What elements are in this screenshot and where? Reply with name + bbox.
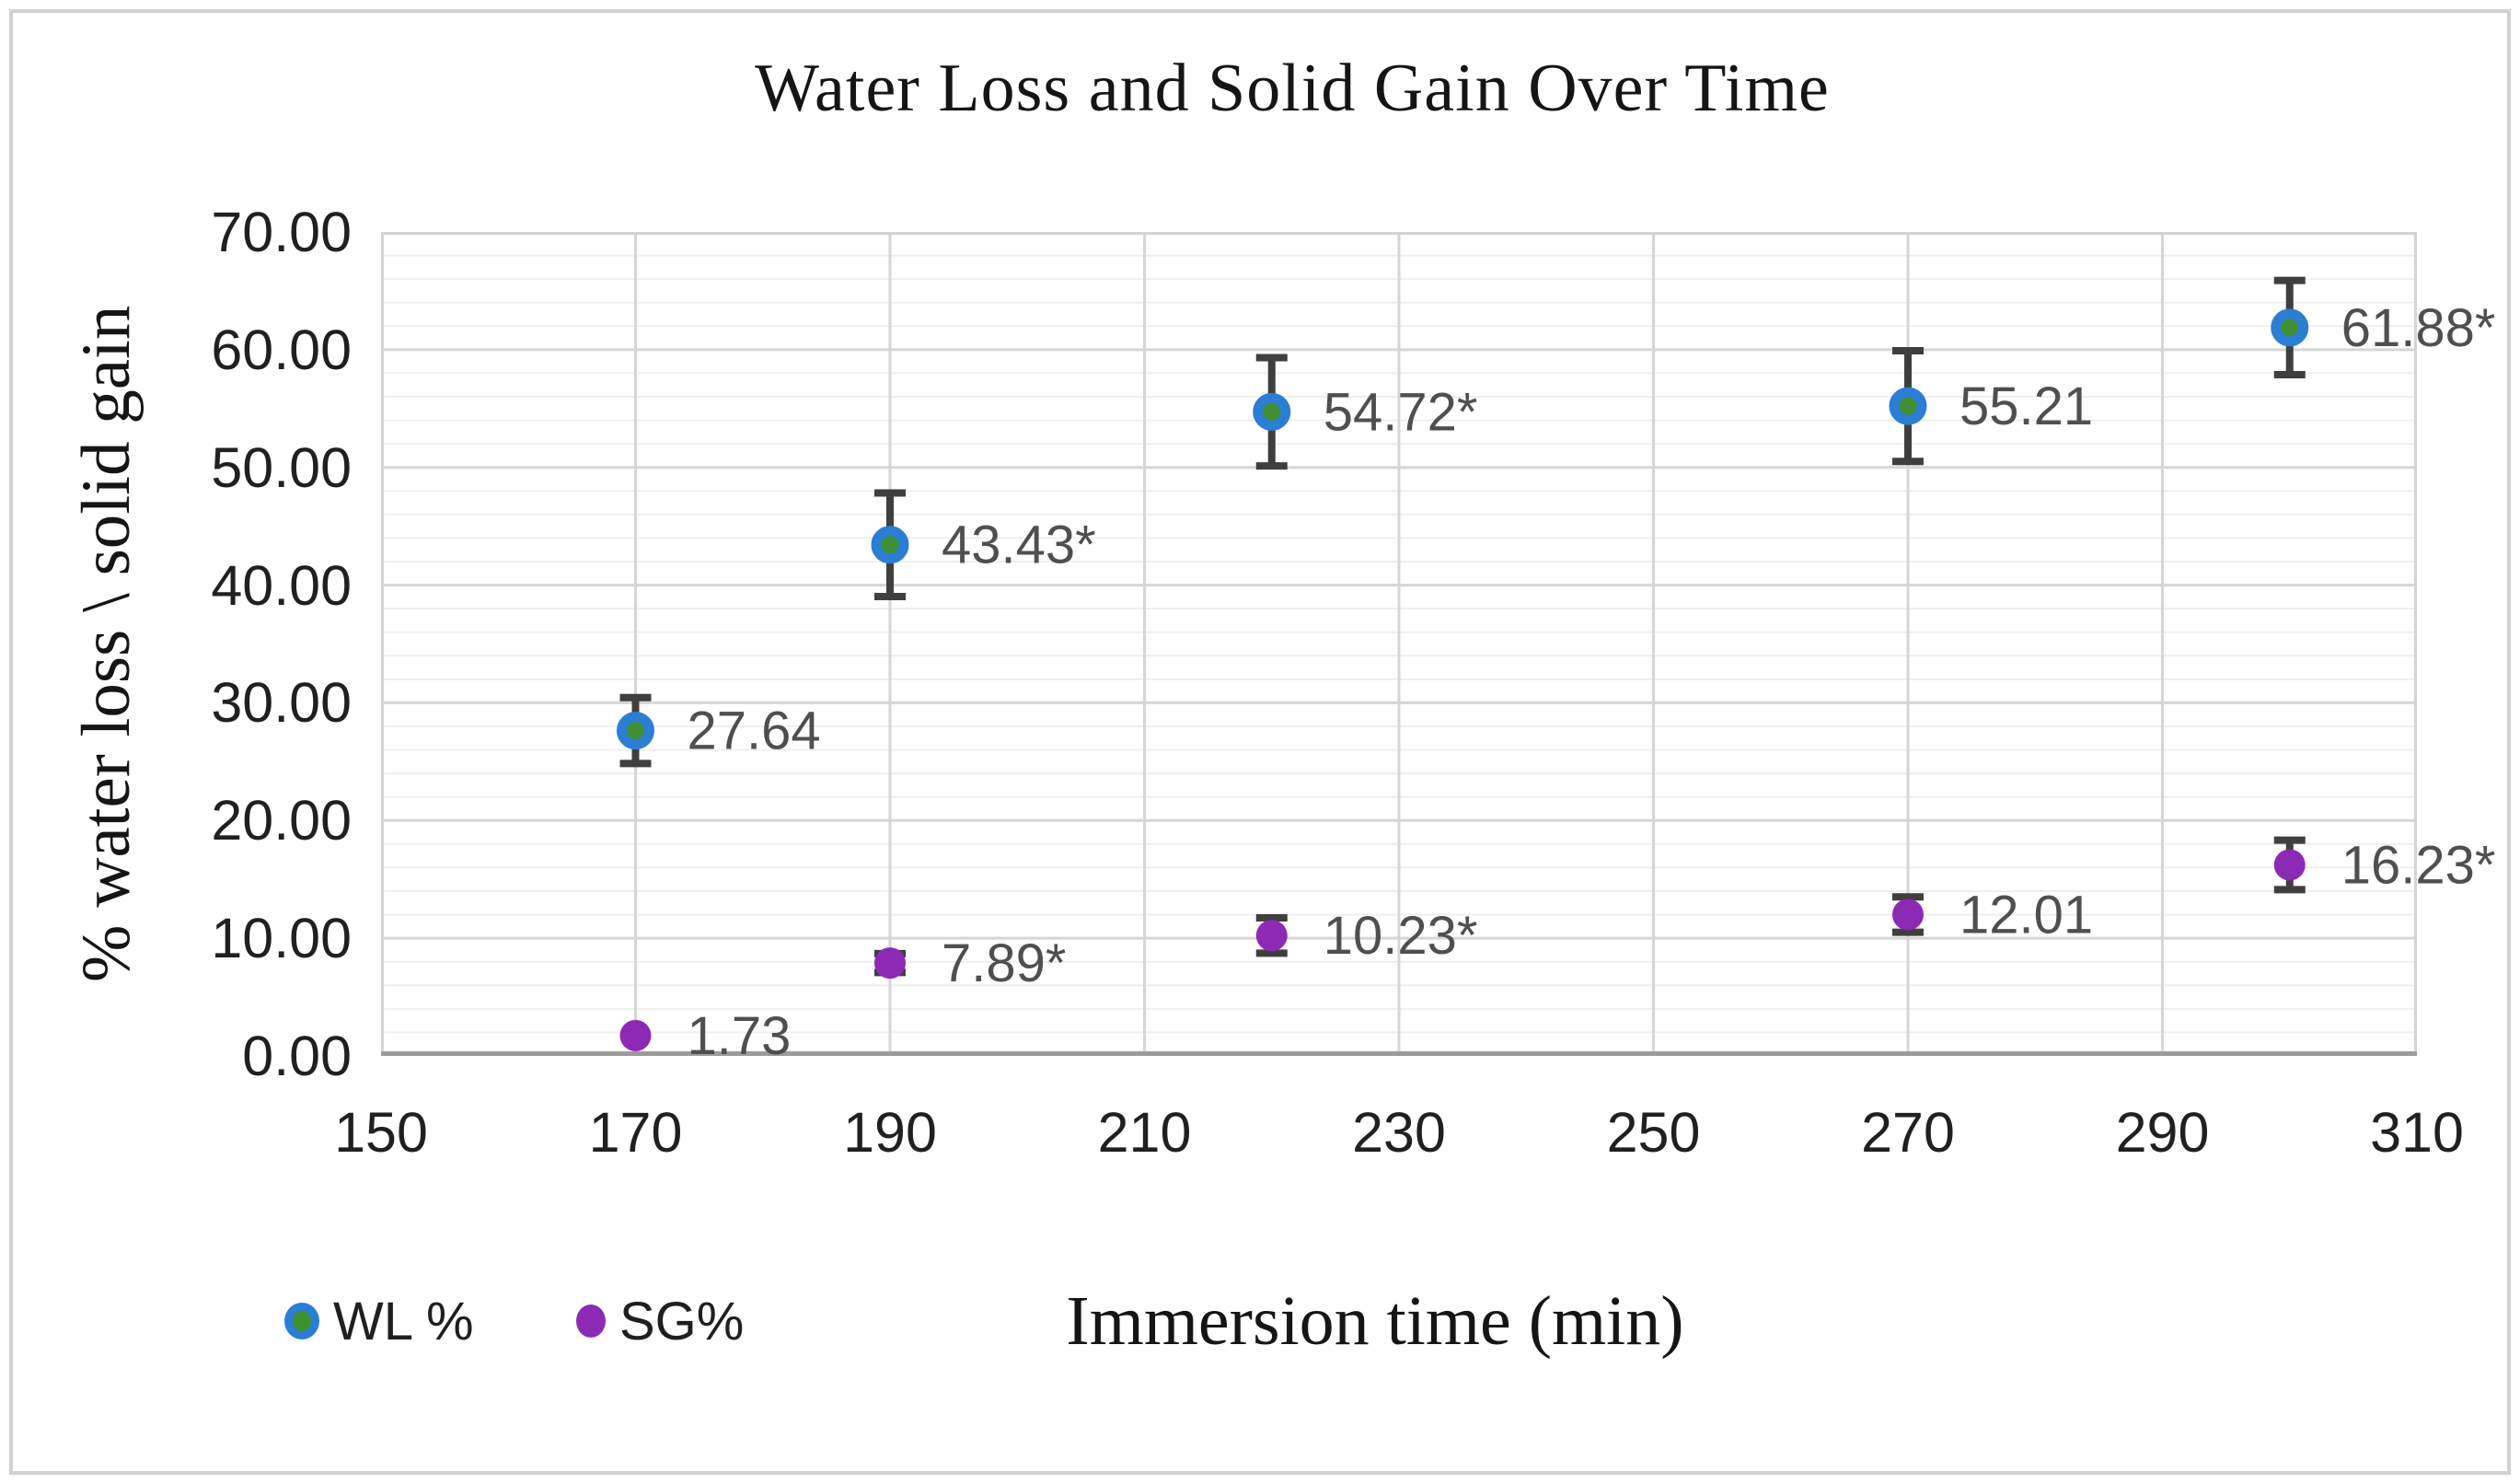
x-tick-label: 230 (1352, 1101, 1446, 1164)
legend-label: WL % (333, 1291, 474, 1351)
x-tick-label: 270 (1861, 1101, 1955, 1164)
y-tick-label: 40.00 (211, 553, 352, 617)
y-tick-label: 10.00 (211, 907, 352, 970)
chart-outer-frame: Water Loss and Solid Gain Over Time % wa… (9, 9, 2511, 1475)
x-tick-label: 190 (843, 1101, 937, 1164)
data-label: 43.43* (942, 516, 1096, 575)
sg-marker (2273, 849, 2306, 881)
data-label: 12.01 (1959, 885, 2093, 945)
sg-marker (874, 947, 906, 980)
x-tick-label: 150 (334, 1101, 428, 1164)
sg-legend-marker-icon (576, 1304, 606, 1338)
data-label: 61.88* (2341, 298, 2496, 358)
wl-marker (2271, 308, 2309, 347)
y-tick-label: 70.00 (211, 201, 352, 263)
x-axis-title: Immersion time (min) (1066, 1282, 1684, 1360)
y-tick-label: 0.00 (242, 1025, 352, 1087)
chart-title: Water Loss and Solid Gain Over Time (755, 51, 1830, 126)
wl-marker (1253, 392, 1291, 431)
sg-marker (1255, 920, 1288, 952)
wl-marker (617, 712, 654, 750)
data-label: 16.23* (2341, 835, 2496, 895)
data-label: 54.72* (1324, 382, 1478, 442)
data-label: 10.23* (1324, 906, 1478, 966)
y-tick-label: 20.00 (211, 789, 352, 852)
x-tick-label: 310 (2370, 1101, 2464, 1164)
data-label: 1.73 (688, 1006, 792, 1066)
wl-marker (871, 526, 909, 564)
x-tick-label: 290 (2115, 1101, 2210, 1164)
y-tick-label: 50.00 (211, 435, 352, 499)
legend-item-sg: SG% (576, 1291, 744, 1351)
sg-marker (619, 1019, 652, 1051)
wl-legend-marker-icon (284, 1303, 319, 1339)
y-tick-label: 30.00 (211, 671, 352, 735)
data-label: 7.89* (942, 933, 1066, 993)
plot-area: 27.64 43.43* 54.72* 55.21 61.88* 1.73 7.89* 10.… (381, 232, 2495, 1066)
legend-item-wl: WL % (284, 1291, 474, 1351)
x-tick-label: 250 (1606, 1101, 1701, 1164)
sg-marker (1892, 899, 1924, 931)
legend-label: SG% (619, 1291, 745, 1351)
data-label: 55.21 (1959, 377, 2093, 436)
x-tick-label: 210 (1097, 1101, 1192, 1164)
x-tick-label: 170 (588, 1101, 683, 1164)
y-tick-label: 60.00 (211, 318, 352, 381)
wl-marker (1889, 387, 1927, 425)
data-label: 27.64 (688, 701, 821, 761)
